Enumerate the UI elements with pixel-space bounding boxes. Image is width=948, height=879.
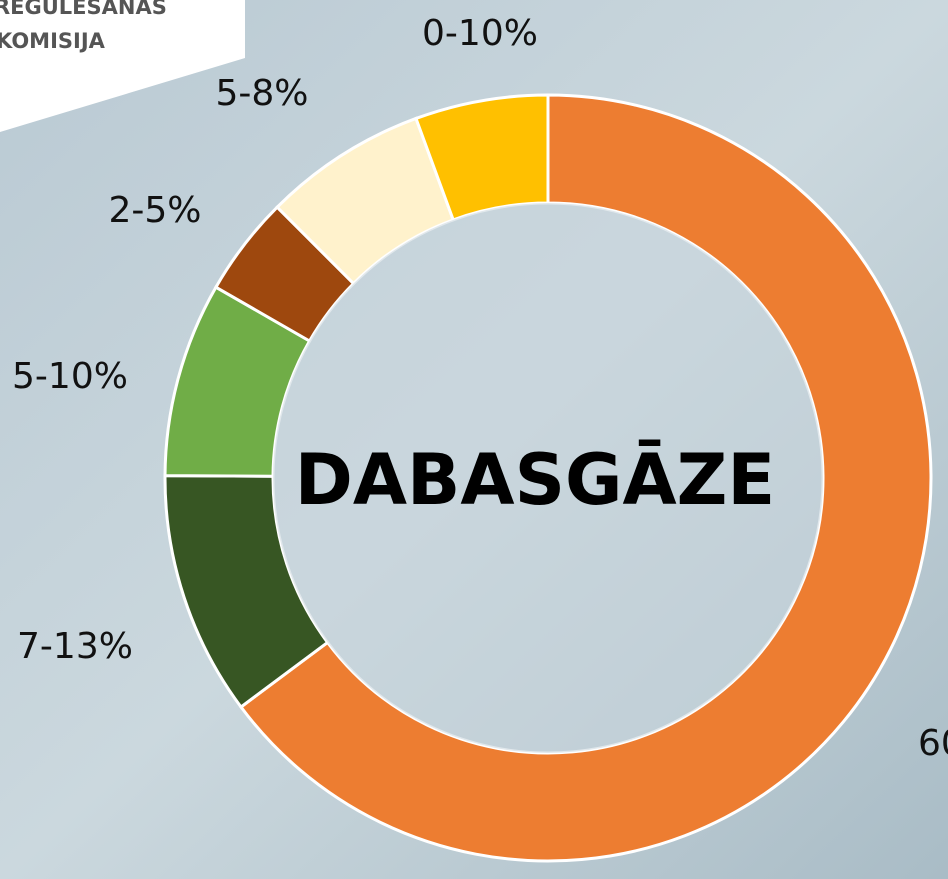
slice-label: 0-10%: [422, 13, 538, 54]
logo-text: REGULĒŠANAS: [0, 0, 167, 19]
slice-label: 5-10%: [12, 356, 128, 397]
slice-label: 7-13%: [17, 626, 133, 667]
donut: [163, 93, 933, 863]
donut-hole: [273, 203, 823, 753]
center-label: DABASGĀZE: [295, 439, 775, 521]
slice-label: 5-8%: [215, 73, 308, 114]
slice-label: 60: [918, 723, 948, 764]
slice-label: 2-5%: [108, 190, 201, 231]
logo-text: KOMISIJA: [0, 29, 106, 53]
logo-box: [0, 0, 245, 132]
